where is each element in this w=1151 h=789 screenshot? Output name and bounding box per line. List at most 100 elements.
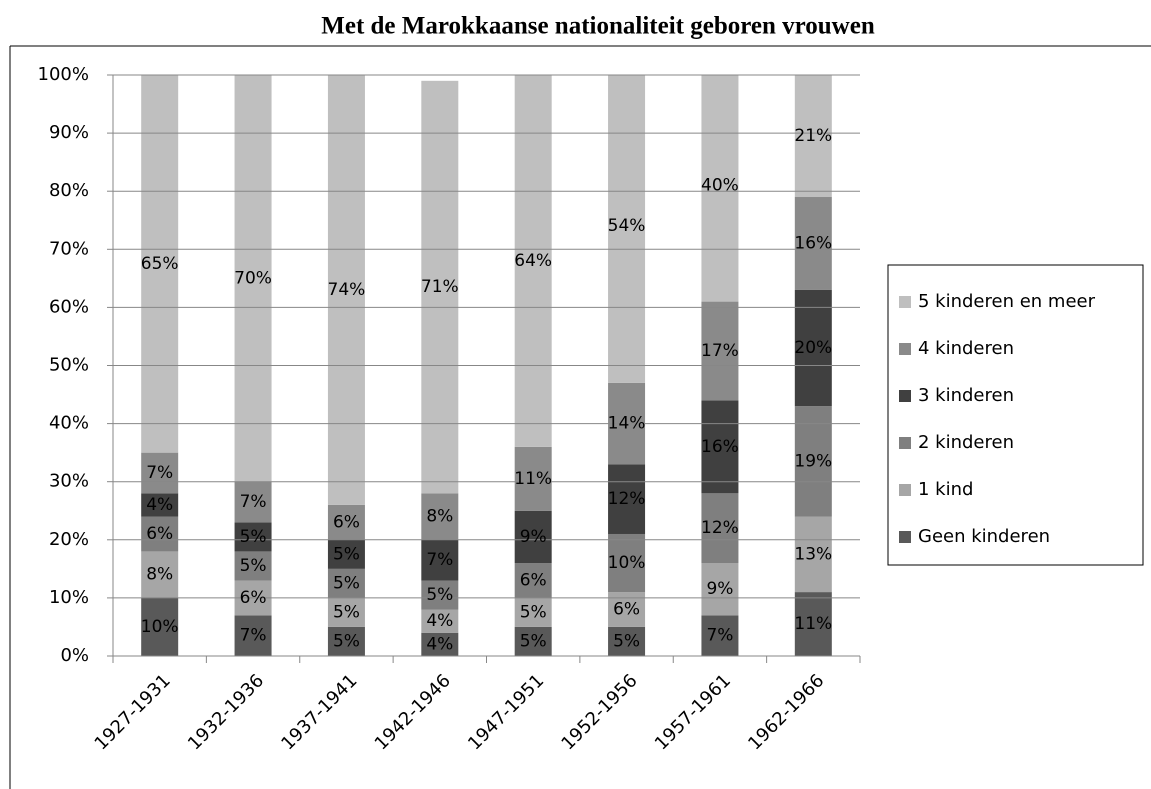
data-label: 7% [240,492,267,512]
bar-segment [234,551,272,581]
data-label: 6% [333,512,360,532]
bar-segment [141,75,179,453]
data-label: 16% [794,233,832,253]
legend-label: 1 kind [918,479,973,500]
data-label: 54% [608,216,646,236]
data-label: 12% [608,489,646,509]
bar-segment [701,75,739,302]
data-label: 40% [701,175,739,195]
bar-segment [514,510,552,564]
bar-segment [701,493,739,564]
x-tick-label: 1962-1966 [744,670,828,754]
bar-segment [141,551,179,598]
bar-segment [794,406,832,517]
bar-segment [794,289,832,407]
bar-segment [794,197,832,290]
bar-segment [701,301,739,401]
data-label: 6% [520,570,547,590]
x-tick-label: 1957-1961 [651,670,735,754]
data-label: 5% [520,631,547,651]
data-label: 9% [520,527,547,547]
data-label: 6% [613,600,640,620]
bar-segment [234,481,272,523]
bar-segment [514,597,552,627]
data-label: 7% [706,626,733,646]
bar-segment [701,615,739,656]
bar-segment [141,597,179,656]
data-label: 11% [794,614,832,634]
data-label: 71% [421,277,459,297]
bar-segment [514,563,552,598]
x-tick-label: 1947-1951 [464,670,548,754]
bar-segment [608,75,646,383]
bar-segment [327,568,365,598]
data-label: 8% [426,507,453,527]
bar-segment [608,533,646,593]
bar-segment [514,75,552,447]
data-label: 9% [706,579,733,599]
data-label: 74% [328,280,366,300]
bar-segment [421,80,459,494]
bar-segment [141,516,179,552]
data-label: 10% [141,617,179,637]
data-label: 7% [240,626,267,646]
data-label: 12% [701,518,739,538]
bar-segment [794,75,832,198]
data-label: 10% [608,553,646,573]
bar-segment [234,75,272,482]
bar-segment [327,75,365,505]
data-label: 7% [146,463,173,483]
legend-swatch [899,296,911,308]
data-label: 7% [426,550,453,570]
data-label: 5% [240,527,267,547]
x-tick-label: 1952-1956 [557,670,641,754]
data-label: 5% [333,573,360,593]
data-label: 5% [520,602,547,622]
legend-label: 3 kinderen [918,385,1014,406]
x-tick-label: 1942-1946 [371,670,455,754]
data-label: 4% [426,634,453,654]
data-label: 16% [701,437,739,457]
bar-segment [421,580,459,610]
data-label: 8% [146,565,173,585]
data-label: 70% [234,268,272,288]
bar-segment [327,504,365,540]
y-tick-label: 20% [49,529,89,550]
bar-segment [234,615,272,656]
legend-label: 2 kinderen [918,432,1014,453]
bar-segment [327,626,365,656]
bar-segment [421,493,459,540]
legend-swatch [899,437,911,449]
bar-segment [608,464,646,534]
bar-segment [514,446,552,511]
data-label: 5% [240,556,267,576]
legend-box [887,264,1144,566]
bar-segment [514,626,552,656]
data-label: 5% [613,631,640,651]
data-label: 65% [141,254,179,274]
y-tick-label: 80% [49,180,89,201]
data-label: 6% [240,588,267,608]
legend-label: 4 kinderen [918,338,1014,359]
y-tick-label: 0% [60,645,89,666]
y-tick-label: 70% [49,238,89,259]
data-label: 14% [608,414,646,434]
data-label: 5% [333,602,360,622]
data-label: 13% [794,544,832,564]
bar-segment [421,632,459,656]
chart-title: Met de Marokkaanse nationaliteit geboren… [321,13,875,40]
y-tick-label: 100% [38,64,89,85]
data-label: 4% [426,611,453,631]
y-tick-label: 50% [49,355,89,376]
legend-swatch [899,390,911,402]
data-label: 4% [146,495,173,515]
bar-segment [608,626,646,656]
y-tick-label: 10% [49,587,89,608]
bar-segment [234,522,272,552]
y-tick-label: 30% [49,471,89,492]
data-label: 6% [146,524,173,544]
y-tick-label: 90% [49,122,89,143]
x-tick-label: 1937-1941 [277,670,361,754]
bar-segment [794,516,832,593]
x-tick-label: 1932-1936 [184,670,268,754]
